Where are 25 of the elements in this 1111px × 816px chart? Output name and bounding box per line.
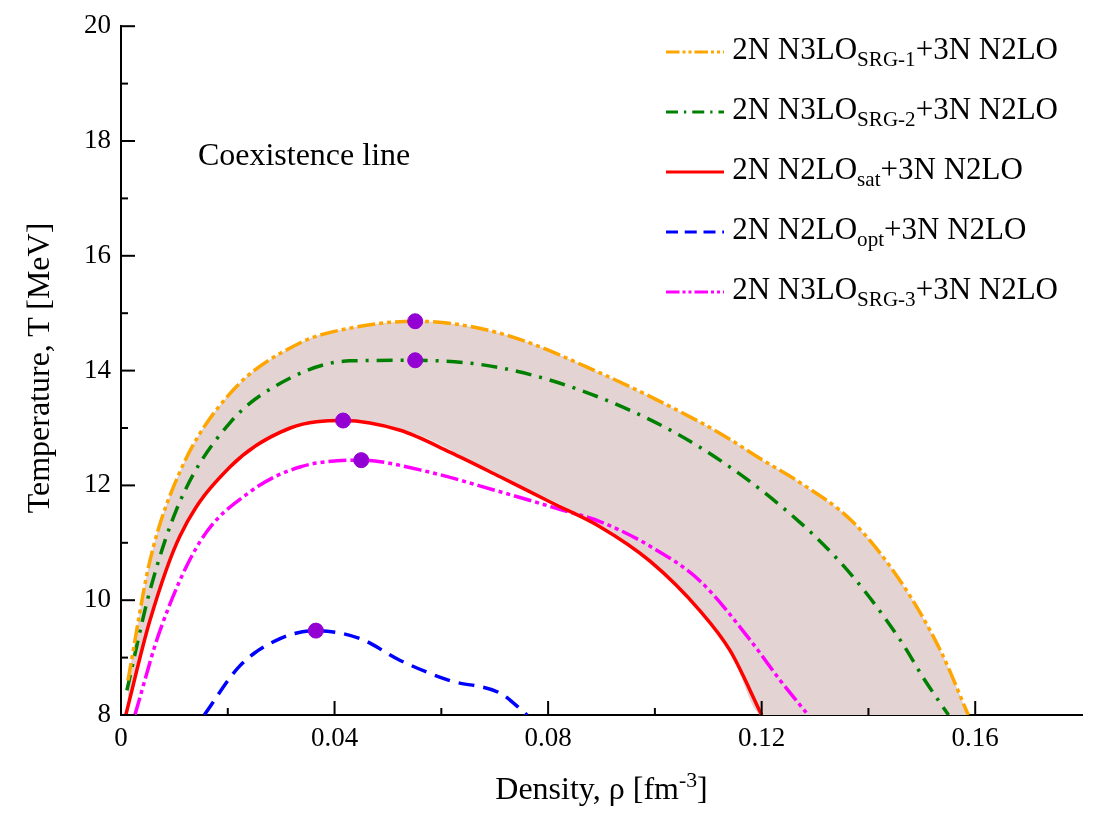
- legend-label: 2N N2LO$_{sat}$+3N N2LO: [732, 151, 1023, 193]
- x-tick-label: 0.16: [951, 722, 999, 753]
- x-axis-title: Density, ρ [fm$^{-3}$]: [495, 768, 708, 807]
- legend-label: 2N N3LO$_{SRG-1}$+3N N2LO: [732, 31, 1058, 73]
- point: [335, 412, 352, 429]
- y-tick-label: 20: [84, 9, 111, 40]
- point: [407, 352, 424, 369]
- point: [307, 622, 324, 639]
- y-tick-label: 18: [84, 124, 111, 155]
- x-tick-label: 0.04: [310, 722, 359, 753]
- x-tick-label: 0: [114, 722, 128, 753]
- y-axis-title: Temperature, T [MeV]: [19, 222, 57, 513]
- point: [353, 452, 370, 469]
- annotation: Coexistence line: [197, 136, 411, 173]
- y-tick-label: 12: [84, 468, 111, 499]
- x-tick-label: 0.08: [524, 722, 572, 753]
- point: [407, 313, 424, 330]
- legend-label: 2N N3LO$_{SRG-2}$+3N N2LO: [732, 91, 1058, 133]
- y-tick-label: 10: [84, 583, 111, 614]
- legend-label: 2N N3LO$_{SRG-3}$+3N N2LO: [732, 271, 1058, 313]
- y-tick-label: 8: [97, 698, 111, 729]
- x-tick-label: 0.12: [738, 722, 786, 753]
- y-tick-label: 14: [84, 353, 112, 384]
- legend-label: 2N N2LO$_{opt}$+3N N2LO: [732, 211, 1027, 253]
- y-tick-label: 16: [84, 238, 111, 269]
